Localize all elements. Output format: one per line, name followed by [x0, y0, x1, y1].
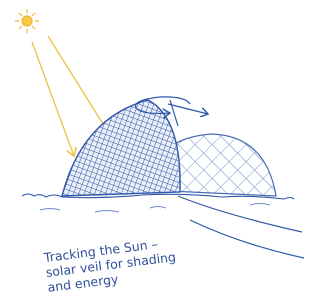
grass — [40, 204, 270, 213]
sun — [15, 9, 39, 33]
caption: Tracking the Sun – solar veil for shadin… — [42, 234, 178, 295]
solar-veil — [62, 100, 180, 196]
path — [178, 196, 304, 258]
illustration: Tracking the Sun – solar veil for shadin… — [0, 0, 307, 307]
